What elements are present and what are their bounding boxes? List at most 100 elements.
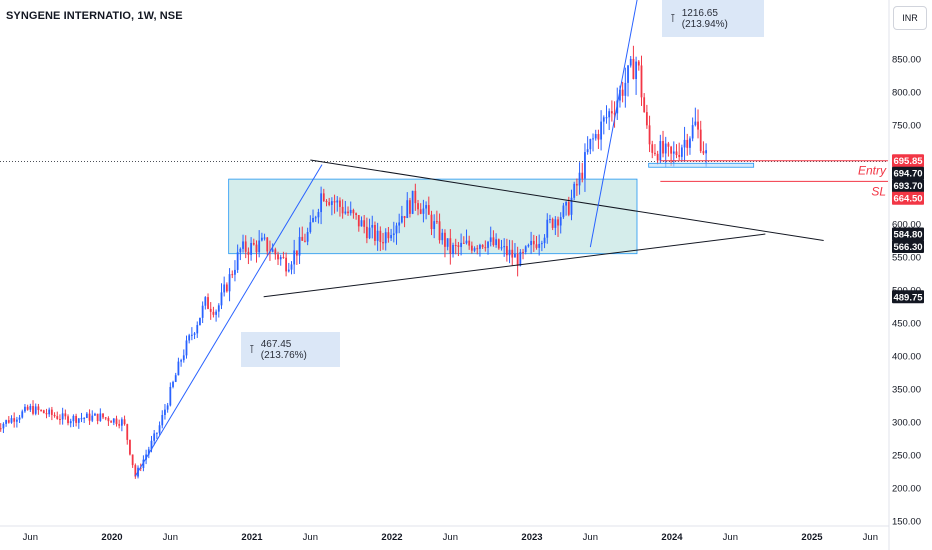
candle-body — [503, 246, 506, 248]
candle-body — [242, 241, 244, 249]
price-tag — [892, 191, 924, 205]
price-tag-label: 584.80 — [893, 230, 922, 241]
candle-body — [648, 125, 651, 145]
candle-body — [605, 117, 608, 119]
y-tick-label: 150.00 — [892, 517, 921, 528]
candle-body — [104, 417, 107, 419]
candle-body — [99, 413, 102, 421]
candle-body — [460, 242, 463, 248]
candle-body — [678, 155, 681, 157]
candle-body — [255, 244, 258, 253]
candle-body — [317, 212, 320, 218]
candle-body — [632, 58, 635, 79]
candle-body — [508, 249, 511, 256]
candle-body — [551, 218, 554, 228]
candle-body — [557, 219, 559, 226]
triangle-upper-line[interactable] — [310, 159, 824, 241]
candle-body — [368, 227, 371, 239]
candle-body — [155, 432, 158, 434]
candle-body — [26, 406, 29, 410]
candle-body — [689, 138, 691, 148]
candle-body — [207, 297, 209, 309]
trendlines[interactable]: Entry SL — [134, 0, 888, 477]
trend-line-bottom[interactable] — [134, 164, 323, 477]
candle-body — [77, 418, 80, 423]
candle-body — [600, 121, 603, 140]
candle-body — [320, 193, 323, 213]
candle-body — [382, 242, 384, 244]
candle-body — [91, 415, 94, 421]
candle-body — [193, 333, 196, 335]
x-tick-label: Jun — [723, 532, 738, 543]
price-tag — [892, 240, 924, 254]
price-tag-label: 693.70 — [893, 181, 922, 192]
entry-zone-box[interactable] — [648, 162, 755, 168]
candle-body — [0, 428, 2, 430]
candle-body — [476, 248, 479, 250]
candle-body — [7, 420, 10, 423]
candle-body — [468, 240, 471, 246]
price-axis[interactable]: 850.00800.00750.00650.00600.00550.00500.… — [888, 0, 921, 550]
measure-label: 467.45 (213.76%) — [260, 338, 307, 361]
candle-body — [328, 202, 331, 205]
candle-body — [15, 419, 18, 422]
triangle-lower-line[interactable] — [263, 233, 766, 298]
price-tag — [892, 179, 924, 193]
currency-button[interactable]: INR — [893, 6, 927, 30]
candle-body — [629, 58, 632, 66]
candle-body — [433, 221, 436, 230]
candle-body — [32, 406, 34, 414]
candle-body — [357, 215, 360, 227]
candle-body — [69, 421, 72, 424]
candle-body — [115, 418, 118, 425]
candle-body — [667, 143, 670, 147]
y-tick-label: 850.00 — [892, 55, 921, 66]
candle-body — [139, 467, 142, 469]
candle-body — [559, 217, 562, 226]
candle-body — [61, 413, 64, 420]
candle-body — [691, 125, 694, 139]
y-tick-label: 400.00 — [892, 352, 921, 363]
rectangle-zone[interactable] — [228, 178, 638, 255]
candle-body — [449, 238, 452, 254]
candle-body — [199, 317, 201, 326]
candle-body — [409, 200, 411, 214]
candle-body — [441, 232, 444, 241]
consolidation-zone[interactable] — [228, 178, 638, 255]
candle-body — [522, 251, 524, 253]
candle-body — [279, 257, 282, 260]
candle-body — [589, 138, 592, 150]
candle-body — [492, 237, 495, 246]
candle-body — [29, 406, 32, 410]
time-axis[interactable]: Jun 2020 Jun 2021 Jun 2022 Jun 2023 Jun 2024 Jun 20… — [0, 525, 889, 543]
candle-body — [344, 211, 347, 214]
candle-body — [180, 360, 183, 362]
candle-body — [419, 209, 422, 214]
candle-body — [624, 82, 627, 96]
candle-body — [621, 89, 624, 96]
candle-body — [75, 415, 78, 423]
candle-body — [592, 138, 594, 140]
candle-body — [530, 240, 533, 246]
candle-body — [45, 413, 48, 415]
candle-body — [371, 225, 374, 228]
price-range-measure-top[interactable]: ⊺ 1216.65 (213.94%) — [662, 0, 764, 37]
candle-body — [282, 257, 285, 259]
candle-body — [374, 225, 376, 241]
trend-line-top[interactable] — [589, 0, 742, 248]
candle-body — [395, 225, 398, 234]
price-range-measure-bottom[interactable]: ⊺ 467.45 (213.76%) — [241, 332, 340, 367]
candle-body — [699, 129, 702, 152]
candle-body — [597, 134, 600, 140]
candle-body — [543, 237, 546, 244]
candle-body — [234, 269, 236, 275]
candle-body — [204, 297, 207, 306]
candle-body — [126, 424, 129, 440]
candle-body — [239, 248, 242, 253]
candle-body — [120, 419, 123, 426]
candle-body — [215, 311, 218, 315]
candle-body — [608, 111, 611, 118]
candle-body — [94, 413, 96, 416]
